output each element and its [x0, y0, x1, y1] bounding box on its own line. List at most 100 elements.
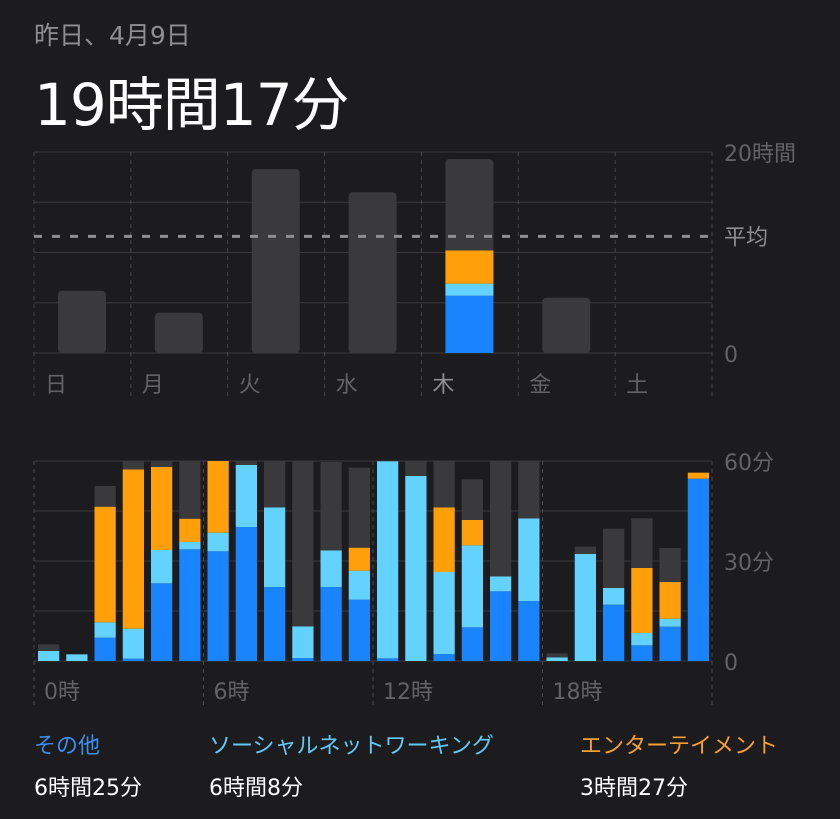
- hour-segment-other: [207, 551, 229, 661]
- hour-segment-social: [659, 618, 681, 627]
- hour-bar-12[interactable]: [377, 461, 399, 661]
- average-label: 平均: [724, 225, 768, 250]
- hour-segment-rest: [179, 461, 201, 519]
- hour-segment-social: [348, 570, 370, 600]
- legend-value: 3時間27分: [580, 776, 688, 801]
- day-segment-entertainment: [445, 250, 494, 284]
- hour-bar-6[interactable]: [207, 461, 229, 661]
- hour-bar-5[interactable]: [179, 461, 201, 661]
- day-bar-火: [251, 169, 300, 353]
- hour-segment-social: [405, 476, 427, 661]
- hour-bar-19[interactable]: [574, 546, 596, 661]
- hour-segment-other: [94, 637, 116, 661]
- x-tick-label: 18時: [553, 680, 603, 705]
- y-tick-label: 30分: [724, 551, 774, 576]
- hour-segment-entertainment: [151, 467, 173, 550]
- day-segment-other: [445, 295, 494, 353]
- total-time: 19時間17分: [34, 71, 350, 139]
- day-label: 月: [142, 373, 164, 398]
- hour-segment-other: [687, 478, 709, 661]
- legend-other[interactable]: その他 6時間25分: [34, 728, 142, 802]
- hour-segment-social: [433, 572, 455, 654]
- hour-bar-10[interactable]: [320, 462, 342, 661]
- hour-segment-other: [490, 591, 512, 661]
- hour-segment-rest: [292, 461, 314, 627]
- hour-segment-rest: [38, 644, 60, 651]
- hour-bar-0[interactable]: [38, 644, 60, 661]
- hour-segment-entertainment: [433, 507, 455, 572]
- hour-segment-entertainment: [122, 469, 144, 629]
- hour-segment-entertainment: [461, 520, 483, 546]
- hour-segment-entertainment: [631, 568, 653, 633]
- hour-segment-entertainment: [687, 472, 709, 479]
- hour-bar-16[interactable]: [490, 461, 512, 661]
- hour-segment-rest: [490, 461, 512, 577]
- hour-segment-social: [320, 550, 342, 587]
- legend-entertainment[interactable]: エンターテイメント 3時間27分: [580, 728, 778, 802]
- x-tick-label: 12時: [383, 680, 433, 705]
- hour-segment-rest: [235, 461, 257, 465]
- hour-segment-social: [546, 657, 568, 661]
- day-label: 水: [336, 373, 358, 398]
- hour-bar-23[interactable]: [687, 472, 709, 661]
- day-label: 日: [45, 373, 67, 398]
- day-bar-月: [154, 312, 203, 353]
- y-tick-label: 20時間: [724, 142, 796, 167]
- hour-segment-rest: [122, 461, 144, 470]
- hour-segment-rest: [151, 461, 173, 467]
- hour-segment-other: [631, 645, 653, 661]
- hour-bar-21[interactable]: [631, 518, 653, 661]
- legend-label: ソーシャルネットワーキング: [209, 734, 494, 759]
- hour-segment-social: [518, 518, 540, 601]
- x-tick-label: 0時: [44, 680, 80, 705]
- hour-segment-rest: [518, 461, 540, 519]
- hour-bar-11[interactable]: [348, 467, 370, 661]
- hour-segment-social: [235, 465, 257, 527]
- hour-bar-9[interactable]: [292, 461, 314, 661]
- hour-bar-1[interactable]: [66, 654, 88, 661]
- hour-segment-other: [377, 658, 399, 661]
- hour-bar-7[interactable]: [235, 461, 257, 661]
- hour-segment-other: [518, 601, 540, 661]
- hour-segment-other: [264, 587, 286, 661]
- hour-segment-rest: [631, 518, 653, 568]
- hour-segment-other: [151, 583, 173, 661]
- hour-segment-social: [631, 633, 653, 646]
- hour-segment-rest: [433, 461, 455, 508]
- hour-segment-rest: [405, 461, 427, 476]
- hour-bar-17[interactable]: [518, 461, 540, 661]
- hour-bar-18[interactable]: [546, 653, 568, 661]
- hour-segment-other: [433, 654, 455, 661]
- hour-bar-13[interactable]: [405, 461, 427, 661]
- hour-segment-social: [264, 507, 286, 587]
- hour-segment-rest: [574, 546, 596, 554]
- hour-bar-8[interactable]: [264, 461, 286, 661]
- hour-segment-entertainment: [94, 506, 116, 623]
- hour-segment-social: [38, 651, 60, 661]
- day-segment-social: [445, 283, 494, 296]
- legend-value: 6時間25分: [34, 776, 142, 801]
- hour-segment-social: [574, 554, 596, 661]
- hour-segment-social: [490, 576, 512, 592]
- hour-bar-3[interactable]: [122, 461, 144, 661]
- day-bar-日: [58, 290, 106, 353]
- y-tick-label: 0: [724, 651, 738, 676]
- day-label: 土: [626, 373, 648, 398]
- day-label: 金: [529, 373, 551, 398]
- hour-segment-rest: [461, 479, 483, 520]
- hour-segment-social: [122, 628, 144, 659]
- hour-bar-20[interactable]: [603, 528, 625, 661]
- day-label: 木: [432, 373, 454, 398]
- legend-social[interactable]: ソーシャルネットワーキング 6時間8分: [209, 728, 494, 802]
- hour-bar-4[interactable]: [151, 461, 173, 661]
- hour-bar-22[interactable]: [659, 548, 681, 661]
- hour-segment-other: [659, 626, 681, 661]
- hour-bar-2[interactable]: [94, 486, 116, 661]
- hour-segment-other: [179, 549, 201, 661]
- hour-segment-entertainment: [348, 547, 370, 571]
- hour-segment-rest: [348, 467, 370, 548]
- hour-bar-15[interactable]: [461, 479, 483, 661]
- hour-bar-14[interactable]: [433, 461, 455, 661]
- hour-segment-rest: [94, 486, 116, 507]
